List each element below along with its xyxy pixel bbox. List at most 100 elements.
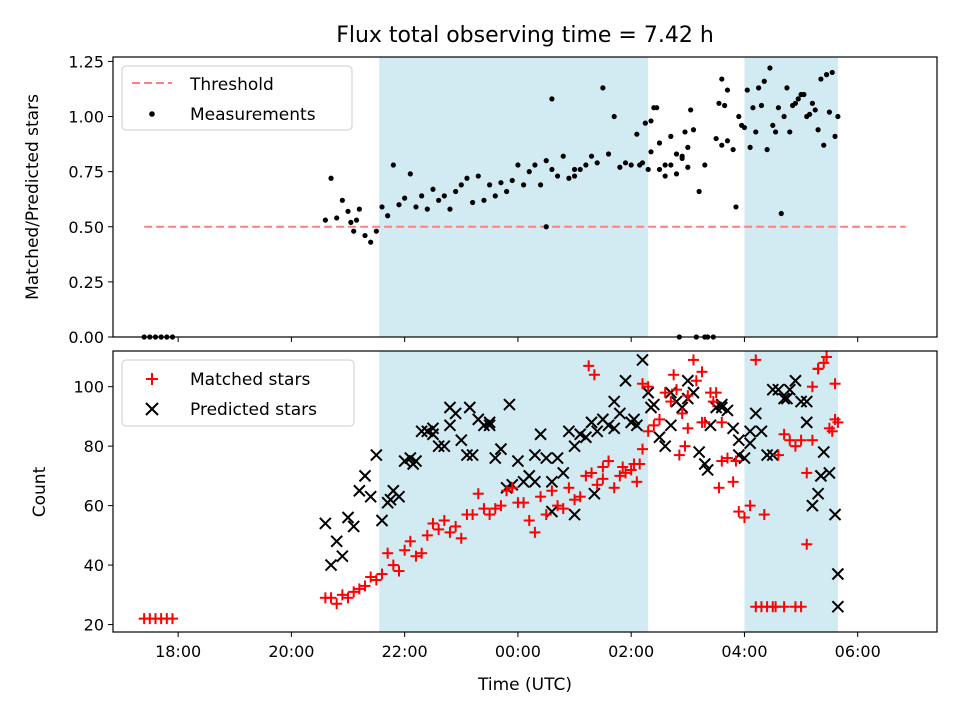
measurement-point <box>577 166 583 173</box>
matched-point <box>535 491 547 503</box>
matched-point <box>801 538 813 550</box>
predicted-point <box>528 448 542 462</box>
measurement-point <box>835 113 841 120</box>
measurement-point <box>656 140 663 146</box>
bottom-legend: Matched stars Predicted stars <box>121 359 355 427</box>
matched-point <box>665 396 677 408</box>
measurement-point <box>832 133 838 139</box>
measurement-point <box>543 224 549 230</box>
predicted-point <box>831 600 845 613</box>
predicted-point <box>353 484 366 497</box>
matched-point <box>393 565 405 577</box>
predicted-point <box>681 374 695 387</box>
measurement-point <box>758 102 765 109</box>
matched-point <box>696 416 708 428</box>
predicted-point <box>823 466 836 480</box>
matched-point <box>778 428 790 440</box>
predicted-point <box>715 401 729 414</box>
matched-point <box>733 506 745 518</box>
measurement-point <box>396 202 402 208</box>
matched-point <box>730 455 742 467</box>
measurement-point <box>322 217 328 223</box>
measurement-point <box>761 78 767 84</box>
predicted-point <box>336 549 349 563</box>
matched-point <box>438 514 450 526</box>
measurement-point <box>628 162 634 168</box>
measurement-point <box>560 153 566 159</box>
matched-point <box>778 601 790 613</box>
matched-point <box>489 503 501 515</box>
bottom-ytick-label: 60 <box>84 497 104 516</box>
measurement-point <box>520 182 527 188</box>
measurement-point <box>611 113 617 120</box>
top-band-1 <box>744 57 838 337</box>
measurement-point <box>345 208 351 214</box>
measurement-point <box>368 239 374 245</box>
bottom-band-1 <box>744 351 838 632</box>
predicted-point <box>692 445 706 459</box>
measurement-point <box>747 144 753 150</box>
predicted-point <box>443 419 457 432</box>
matched-point <box>727 476 739 488</box>
measurement-point <box>373 228 379 234</box>
matched-point <box>588 369 600 381</box>
matched-point <box>620 467 632 479</box>
measurement-point <box>413 204 419 210</box>
predicted-point <box>324 558 338 572</box>
measurement-point <box>634 131 640 137</box>
predicted-point <box>630 419 644 432</box>
measurement-point <box>823 72 830 78</box>
measurement-point <box>419 193 425 199</box>
matched-point <box>682 422 694 434</box>
top-legend: Threshold Measurements <box>121 65 353 131</box>
measurement-point <box>487 182 493 188</box>
measurement-point <box>543 158 549 164</box>
predicted-point <box>528 475 542 489</box>
measurement-point <box>688 107 694 113</box>
measurement-point <box>818 76 824 82</box>
measurement-point <box>784 85 790 91</box>
measurement-point <box>682 129 688 135</box>
predicted-point <box>794 395 808 408</box>
measurement-point <box>702 162 708 168</box>
matched-point <box>784 434 796 446</box>
predicted-point <box>341 511 355 524</box>
predicted-point <box>503 398 516 411</box>
matched-point <box>433 523 445 535</box>
bottom-xlabel: Time (UTC) <box>477 675 572 695</box>
predicted-point <box>789 374 802 387</box>
measurement-point <box>503 188 510 195</box>
predicted-point <box>432 439 445 453</box>
ratio-panel: 0.00 0.25 0.50 0.75 1.00 1.25 Matched/Predict… <box>23 52 938 347</box>
matched-point <box>410 550 422 562</box>
predicted-point <box>466 448 479 462</box>
measurement-point <box>801 91 807 98</box>
predicted-point <box>455 433 468 447</box>
predicted-point <box>392 490 406 503</box>
measurement-point <box>605 151 612 157</box>
bottom-ylabel: Count <box>30 466 50 517</box>
measurement-point <box>498 180 504 186</box>
matched-point <box>501 485 513 497</box>
measurement-point <box>668 133 674 139</box>
top-ytick-label: 1.00 <box>68 108 104 127</box>
matched-point <box>523 514 535 526</box>
matched-point <box>325 592 337 604</box>
measurement-point <box>713 135 719 142</box>
measurement-point <box>566 175 572 181</box>
measurement-point <box>475 173 481 179</box>
bottom-xtick-label: 22:00 <box>382 642 428 661</box>
bottom-xtick-label: 06:00 <box>835 642 881 661</box>
matched-point <box>738 512 750 524</box>
predicted-point <box>483 419 496 432</box>
matched-point <box>690 375 702 387</box>
count-panel: 20 40 60 80 100 18:00 20:00 22:00 00:00 02:00 04:… <box>30 350 938 695</box>
predicted-point <box>540 451 553 465</box>
matched-point <box>563 482 575 494</box>
matched-point <box>789 440 801 452</box>
measurement-point <box>348 219 354 225</box>
measurement-point <box>690 127 697 133</box>
predicted-point <box>831 567 845 581</box>
matched-point <box>331 598 343 610</box>
